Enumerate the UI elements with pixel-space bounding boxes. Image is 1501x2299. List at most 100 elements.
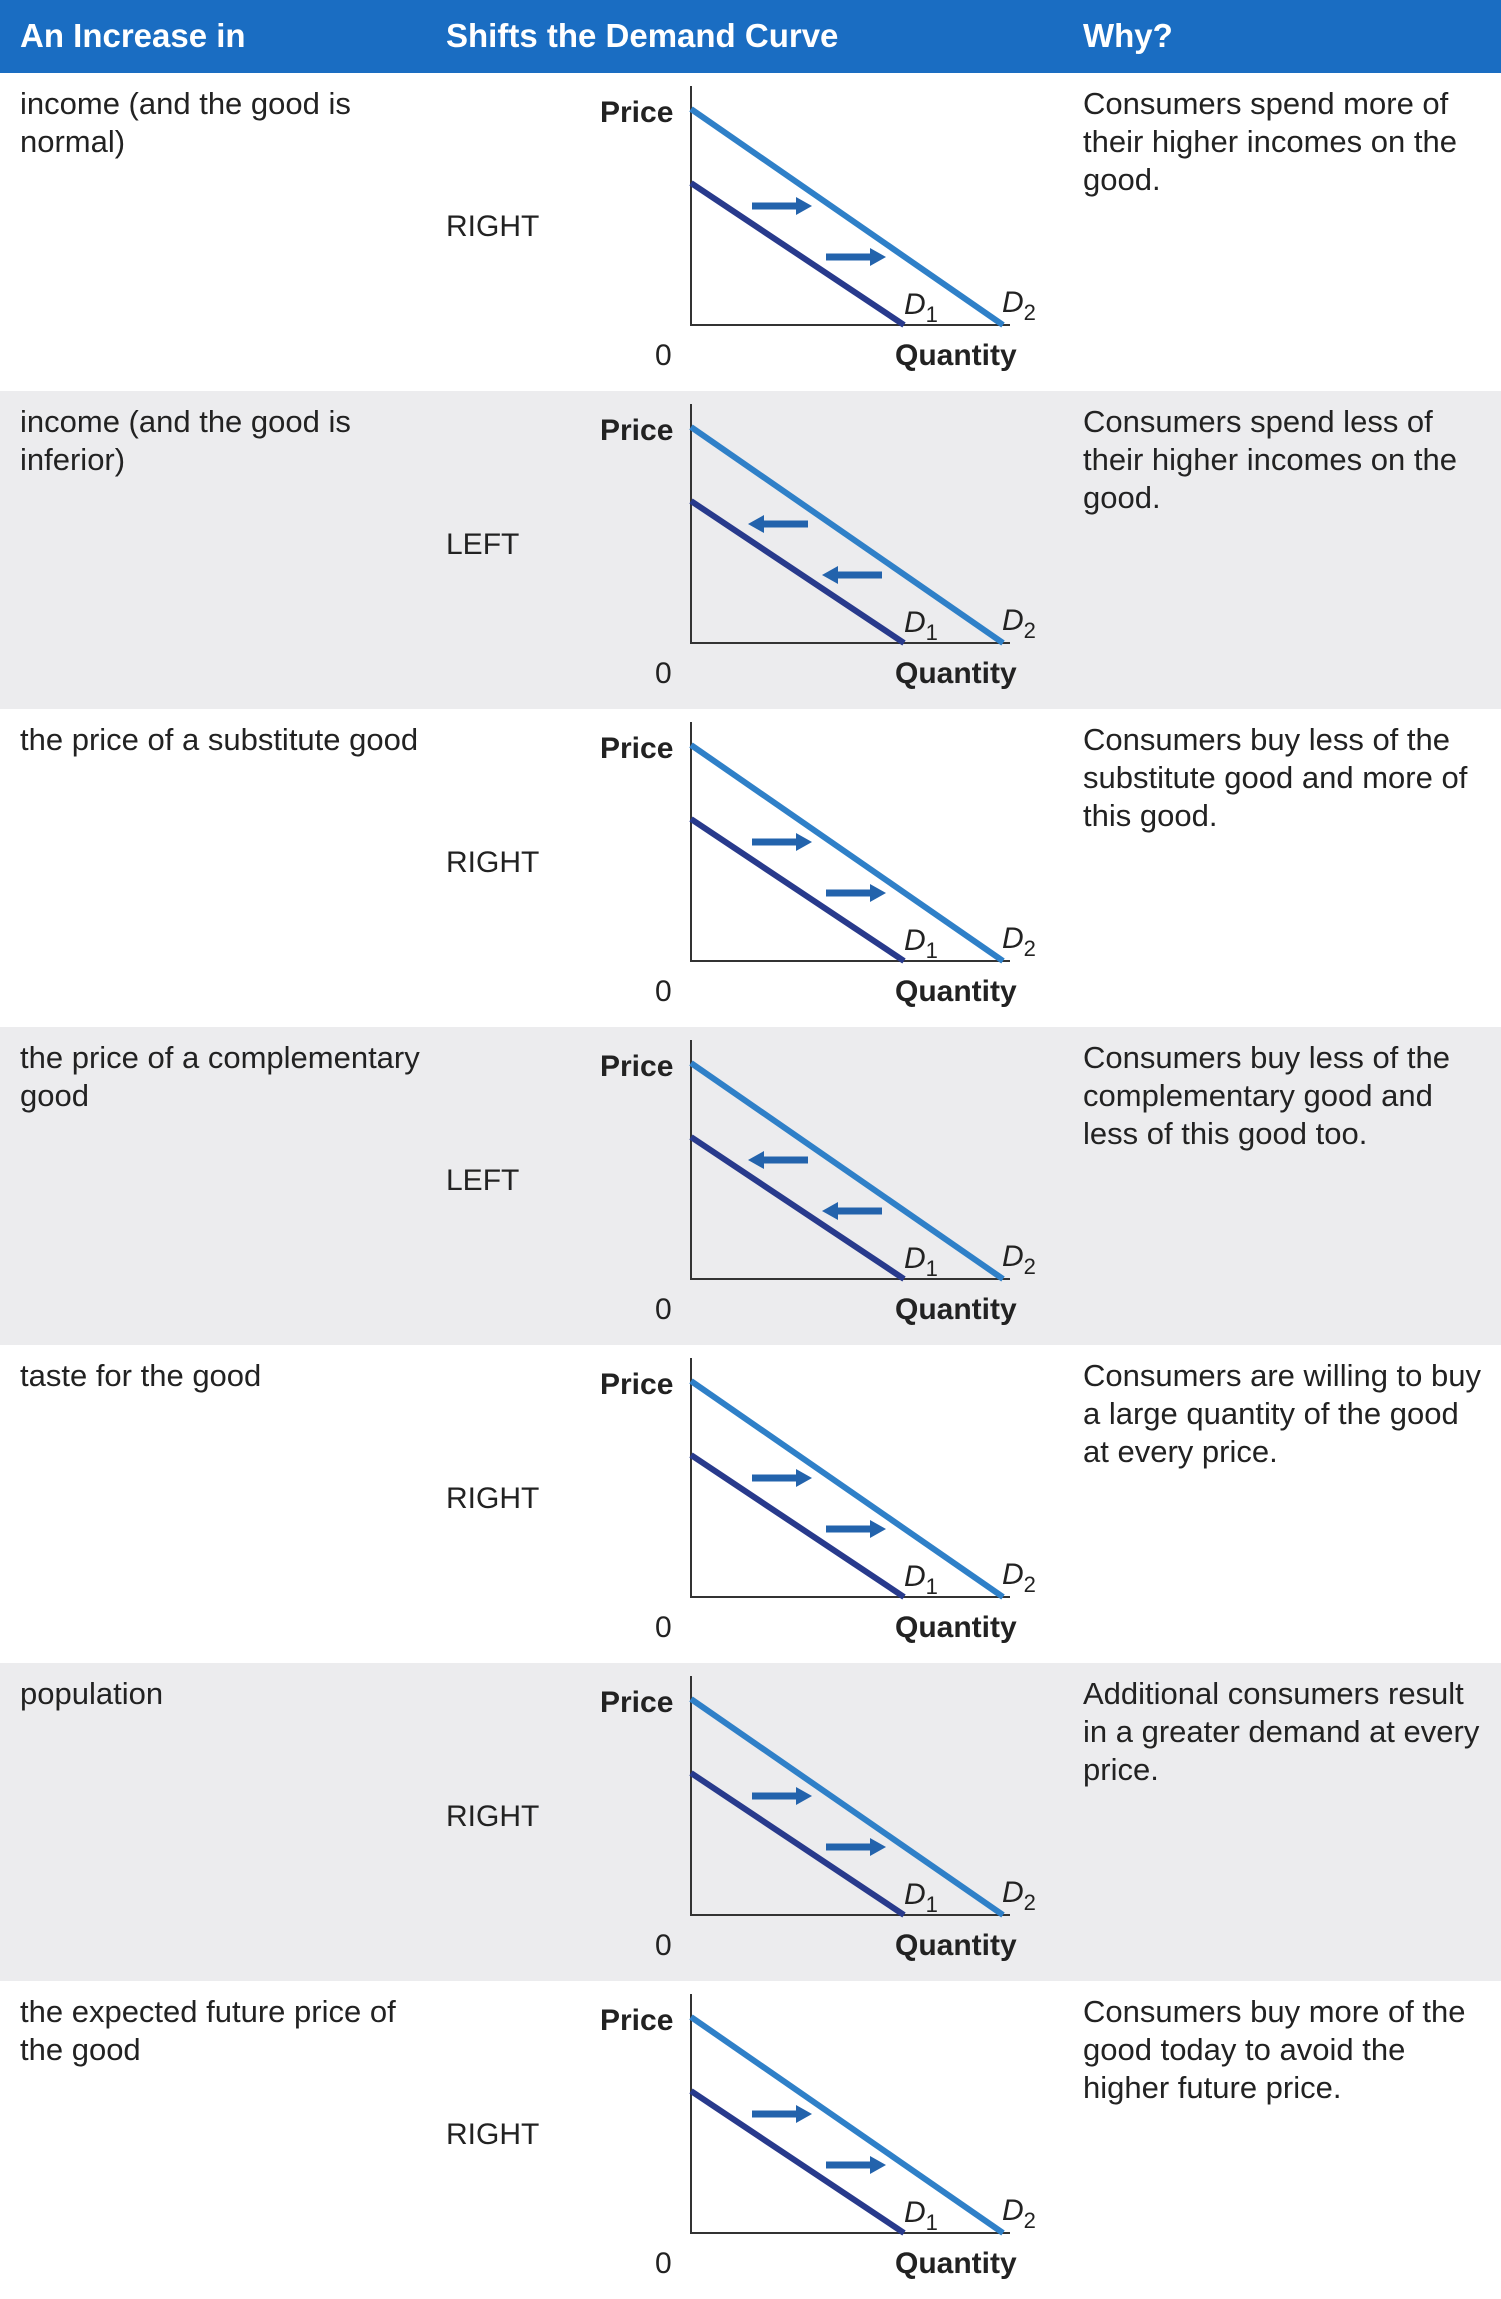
table-row: income (and the good is normal) RIGHT Cons…: [0, 73, 1501, 391]
demand-curve-d1: [689, 816, 906, 964]
reason-text: Consumers buy more of the good today to …: [1083, 1994, 1466, 2105]
axis-label-quantity: Quantity: [895, 1929, 1017, 1962]
shift-arrow-left-icon: [748, 1151, 808, 1169]
demand-curve-d1: [689, 2088, 906, 2236]
demand-curve-d1: [689, 180, 906, 328]
reason-text: Additional consumers result in a greater…: [1083, 1676, 1480, 1787]
demand-curve-d1: [689, 1452, 906, 1600]
shift-arrow-left-icon: [748, 515, 808, 533]
table-row: taste for the good RIGHT Consumers are wil…: [0, 1345, 1501, 1663]
shift-arrow-right-icon: [752, 197, 812, 215]
axis-label-price: Price: [600, 1686, 673, 1719]
origin-label: 0: [655, 2247, 672, 2280]
origin-label: 0: [655, 1293, 672, 1326]
axis-label-quantity: Quantity: [895, 1293, 1017, 1326]
curve-label-d2: D2: [1002, 286, 1036, 325]
increase-factor: the price of a substitute good: [20, 722, 419, 757]
demand-shift-graph: Price 0 Quantity D1 D2: [600, 722, 1036, 1008]
axis-label-price: Price: [600, 1050, 673, 1083]
axis-label-price: Price: [600, 96, 673, 129]
axis-label-quantity: Quantity: [895, 339, 1017, 372]
demand-curve-d2: [689, 742, 1005, 964]
curve-label-d2: D2: [1002, 1876, 1036, 1915]
curve-label-d1: D1: [904, 2196, 938, 2235]
shift-direction: RIGHT: [446, 210, 540, 243]
table-row: the expected future price of the good RIG…: [0, 1981, 1501, 2299]
increase-factor: population: [20, 1676, 164, 1711]
curve-label-d1: D1: [904, 1560, 938, 1599]
demand-curve-d2: [689, 1060, 1005, 1282]
origin-label: 0: [655, 657, 672, 690]
shift-direction: RIGHT: [446, 1800, 540, 1833]
header-shift: Shifts the Demand Curve: [446, 17, 839, 54]
reason-text: Consumers are willing to buy a large qua…: [1083, 1358, 1482, 1469]
table-header: An Increase in Shifts the Demand Curve W…: [0, 0, 1501, 73]
shift-arrow-right-icon: [826, 248, 886, 266]
increase-factor: taste for the good: [20, 1358, 262, 1393]
shift-arrow-left-icon: [822, 566, 882, 584]
origin-label: 0: [655, 1611, 672, 1644]
shift-arrow-left-icon: [822, 1202, 882, 1220]
curve-label-d1: D1: [904, 924, 938, 963]
shift-arrow-right-icon: [826, 1838, 886, 1856]
shift-direction: RIGHT: [446, 846, 540, 879]
table-row: the price of a complementary good LEFT Con…: [0, 1027, 1501, 1345]
demand-curve-d2: [689, 106, 1005, 328]
increase-factor: income (and the good is inferior): [20, 404, 351, 477]
origin-label: 0: [655, 1929, 672, 1962]
increase-factor: the price of a complementary good: [20, 1040, 420, 1113]
shift-arrow-right-icon: [826, 884, 886, 902]
table-row: income (and the good is inferior) LEFT Con…: [0, 391, 1501, 709]
demand-shift-graph: Price 0 Quantity D1 D2: [600, 404, 1036, 690]
table-row: population RIGHT Additional consumers resu…: [0, 1663, 1501, 1981]
shift-arrow-right-icon: [826, 1520, 886, 1538]
axis-label-price: Price: [600, 2004, 673, 2037]
reason-text: Consumers buy less of the substitute goo…: [1083, 722, 1468, 833]
reason-text: Consumers buy less of the complementary …: [1083, 1040, 1451, 1151]
demand-shift-graph: Price 0 Quantity D1 D2: [600, 86, 1036, 372]
shift-arrow-right-icon: [752, 1469, 812, 1487]
axis-label-price: Price: [600, 1368, 673, 1401]
axis-label-price: Price: [600, 732, 673, 765]
shift-direction: LEFT: [446, 1164, 520, 1197]
axis-label-quantity: Quantity: [895, 975, 1017, 1008]
reason-text: Consumers spend more of their higher inc…: [1083, 86, 1457, 197]
shift-arrow-right-icon: [826, 2156, 886, 2174]
curve-label-d1: D1: [904, 606, 938, 645]
demand-curve-d2: [689, 1378, 1005, 1600]
demand-shift-graph: Price 0 Quantity D1 D2: [600, 1994, 1036, 2280]
shift-direction: RIGHT: [446, 1482, 540, 1515]
increase-factor: the expected future price of the good: [20, 1994, 396, 2067]
axis-label-quantity: Quantity: [895, 1611, 1017, 1644]
demand-curve-d1: [689, 498, 906, 646]
reason-text: Consumers spend less of their higher inc…: [1083, 404, 1457, 515]
curve-label-d1: D1: [904, 1242, 938, 1281]
shift-direction: RIGHT: [446, 2118, 540, 2151]
origin-label: 0: [655, 339, 672, 372]
shift-arrow-right-icon: [752, 833, 812, 851]
origin-label: 0: [655, 975, 672, 1008]
increase-factor: income (and the good is normal): [20, 86, 351, 159]
axis-label-quantity: Quantity: [895, 657, 1017, 690]
curve-label-d2: D2: [1002, 922, 1036, 961]
table-row: the price of a substitute good RIGHT Consu…: [0, 709, 1501, 1027]
shift-arrow-right-icon: [752, 2105, 812, 2123]
demand-shift-graph: Price 0 Quantity D1 D2: [600, 1040, 1036, 1326]
curve-label-d1: D1: [904, 288, 938, 327]
demand-shift-graph: Price 0 Quantity D1 D2: [600, 1676, 1036, 1962]
header-increase: An Increase in: [20, 17, 246, 54]
demand-curve-d2: [689, 424, 1005, 646]
demand-curve-d1: [689, 1134, 906, 1282]
demand-curve-d1: [689, 1770, 906, 1918]
shift-direction: LEFT: [446, 528, 520, 561]
axis-label-quantity: Quantity: [895, 2247, 1017, 2280]
curve-label-d1: D1: [904, 1878, 938, 1917]
demand-shift-graph: Price 0 Quantity D1 D2: [600, 1358, 1036, 1644]
curve-label-d2: D2: [1002, 2194, 1036, 2233]
shift-arrow-right-icon: [752, 1787, 812, 1805]
demand-curve-d2: [689, 2014, 1005, 2236]
demand-curve-d2: [689, 1696, 1005, 1918]
axis-label-price: Price: [600, 414, 673, 447]
header-why: Why?: [1083, 17, 1173, 54]
